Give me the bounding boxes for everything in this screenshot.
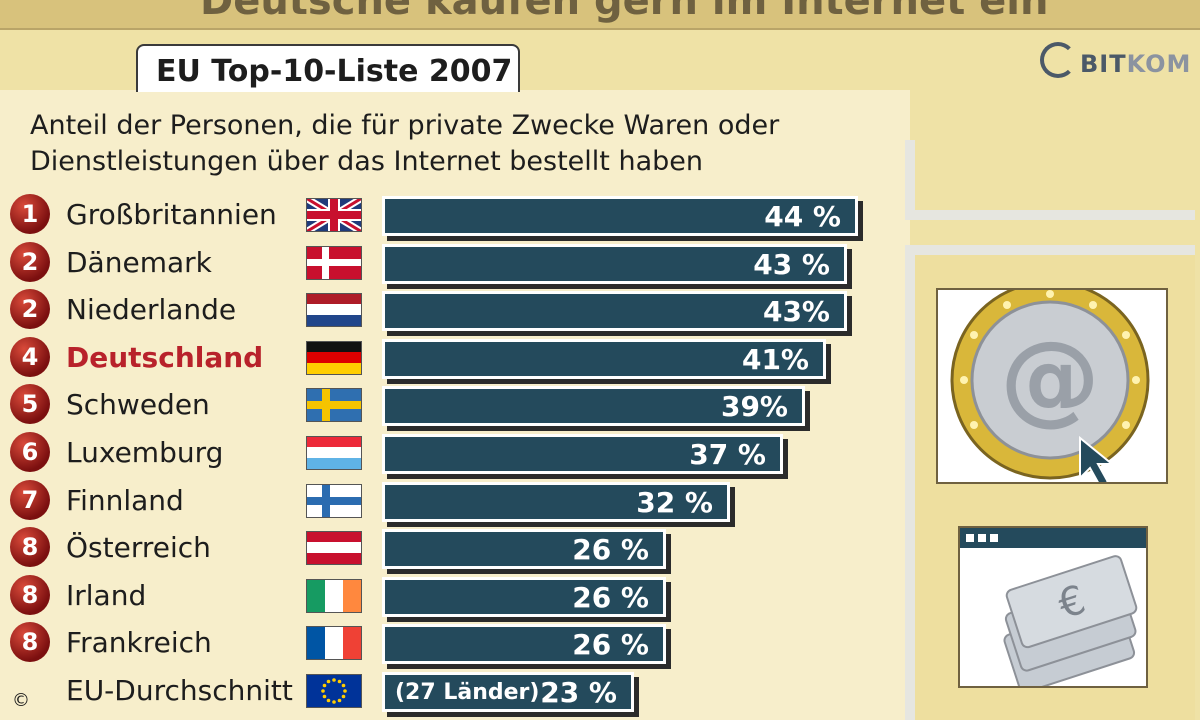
copyright-mark: © xyxy=(12,690,30,711)
rank-badge: 6 xyxy=(10,432,50,472)
bar-value-label: 37 % xyxy=(689,437,766,471)
bar: 26 % xyxy=(382,577,666,617)
subtitle-line-1: Anteil der Personen, die für private Zwe… xyxy=(30,110,780,141)
subtitle-line-2: Dienstleistungen über das Internet beste… xyxy=(30,146,703,177)
header-band: Deutsche kaufen gern im Internet ein xyxy=(0,0,1200,30)
germany-flag-icon xyxy=(306,341,362,375)
eu-flag-icon xyxy=(306,674,362,708)
uk-flag-icon xyxy=(304,195,364,235)
bar-note: (27 Länder) xyxy=(395,679,540,705)
luxembourg-flag-icon xyxy=(306,436,362,470)
country-label: Niederlande xyxy=(66,293,237,326)
bar-value-label: 23 % xyxy=(540,675,617,709)
browser-card: € xyxy=(958,526,1148,694)
bar: 26 % xyxy=(382,624,666,664)
euro-coin-at-icon: @ xyxy=(950,280,1150,488)
svg-text:@: @ xyxy=(1000,319,1100,436)
chart-subtitle: Anteil der Personen, die für private Zwe… xyxy=(30,108,850,180)
country-label: Dänemark xyxy=(66,246,212,279)
france-flag-icon xyxy=(306,626,362,660)
bar-value-label: 26 % xyxy=(572,532,649,566)
bitkom-logo: BITKOM xyxy=(1040,40,1190,84)
bar: 26 % xyxy=(382,529,666,569)
country-label: EU-Durchschnitt xyxy=(66,674,293,707)
country-label: Finnland xyxy=(66,484,184,517)
bar-value-label: 26 % xyxy=(572,580,649,614)
chart-title: EU Top-10-Liste 2007 xyxy=(156,54,513,89)
country-label: Großbritannien xyxy=(66,198,277,231)
rank-badge: 8 xyxy=(10,527,50,567)
rank-badge: 5 xyxy=(10,384,50,424)
netherlands-flag-icon xyxy=(306,293,362,327)
denmark-flag-icon xyxy=(306,246,362,280)
bar-value-label: 43% xyxy=(762,294,830,328)
bar: 43% xyxy=(382,291,847,331)
rank-badge: 8 xyxy=(10,622,50,662)
rank-badge: 7 xyxy=(10,480,50,520)
country-label: Irland xyxy=(66,579,147,612)
rank-badge: 1 xyxy=(10,194,50,234)
bar: 39% xyxy=(382,386,805,426)
country-label: Österreich xyxy=(66,531,211,564)
rank-badge: 4 xyxy=(10,337,50,377)
bar: 44 % xyxy=(382,196,858,236)
country-label: Frankreich xyxy=(66,626,212,659)
austria-flag-icon xyxy=(306,531,362,565)
rank-badge: 2 xyxy=(10,242,50,282)
coin-card: @ xyxy=(936,280,1168,488)
bar: (27 Länder) 23 % xyxy=(382,672,634,712)
sweden-flag-icon xyxy=(306,388,362,422)
country-label: Schweden xyxy=(66,388,210,421)
bar-value-label: 43 % xyxy=(753,247,830,281)
bar: 43 % xyxy=(382,244,847,284)
bitkom-logo-text: BITKOM xyxy=(1080,50,1192,78)
bar-value-label: 32 % xyxy=(636,485,713,519)
bar-value-label: 39% xyxy=(720,389,788,423)
rank-badge: 8 xyxy=(10,575,50,615)
bar: 37 % xyxy=(382,434,783,474)
bitkom-logo-mark-icon xyxy=(1040,42,1076,78)
rank-badge: 2 xyxy=(10,289,50,329)
country-label: Luxemburg xyxy=(66,436,224,469)
header-title: Deutsche kaufen gern im Internet ein xyxy=(200,0,1049,24)
finland-flag-icon xyxy=(306,484,362,518)
bar: 41% xyxy=(382,339,826,379)
decorative-frame-top xyxy=(905,140,1195,220)
bar: 32 % xyxy=(382,482,730,522)
browser-money-icon: € xyxy=(960,528,1146,694)
bar-value-label: 41% xyxy=(741,342,809,376)
country-label: Deutschland xyxy=(66,341,264,374)
bar-value-label: 44 % xyxy=(764,199,841,233)
ireland-flag-icon xyxy=(306,579,362,613)
title-tab xyxy=(136,44,520,92)
bar-value-label: 26 % xyxy=(572,627,649,661)
